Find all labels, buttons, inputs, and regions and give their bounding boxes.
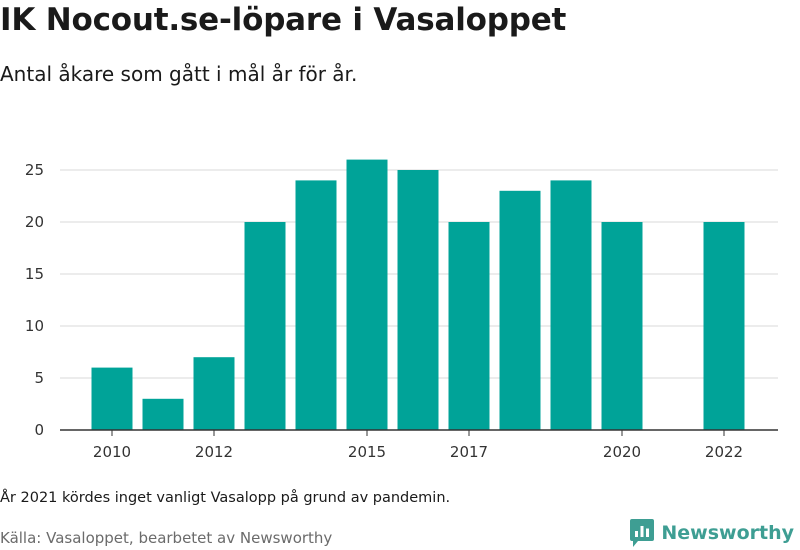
x-axis-ticks: [111, 430, 725, 436]
bar-2011: [142, 398, 184, 430]
bar-2012: [193, 357, 235, 430]
bar-2013: [244, 222, 286, 430]
bar-2019: [550, 180, 592, 430]
bar-2015: [346, 159, 388, 430]
x-tick-label-2015: 2015: [348, 443, 386, 461]
bar-2016: [397, 170, 439, 430]
brand-name: Newsworthy: [661, 522, 794, 544]
x-tick-label-2020: 2020: [603, 443, 641, 461]
bar-chart: 0 5 10 15 20 25 2010 2012 2015 2017 2020 2022: [25, 159, 778, 461]
footnote: År 2021 kördes inget vanligt Vasalopp på…: [0, 490, 451, 506]
bars: [91, 159, 745, 430]
brand-logo[interactable]: Newsworthy: [629, 518, 794, 548]
x-tick-label-2017: 2017: [450, 443, 488, 461]
x-tick-label-2022: 2022: [705, 443, 743, 461]
x-axis-labels: 2010 2012 2015 2017 2020 2022: [93, 443, 743, 461]
chart-title: IK Nocout.se-löpare i Vasaloppet: [0, 2, 567, 38]
y-tick-label-20: 20: [25, 213, 44, 231]
bar-2020: [601, 222, 643, 430]
bar-2017: [448, 222, 490, 430]
chart-subtitle: Antal åkare som gått i mål år för år.: [0, 62, 358, 86]
bar-2010: [91, 367, 133, 430]
source-credit: Källa: Vasaloppet, bearbetet av Newswort…: [0, 529, 333, 547]
y-tick-label-25: 25: [25, 161, 44, 179]
x-tick-label-2012: 2012: [195, 443, 233, 461]
y-tick-label-5: 5: [34, 369, 44, 387]
x-tick-label-2010: 2010: [93, 443, 131, 461]
newsworthy-logo-icon: [630, 519, 655, 547]
y-tick-label-0: 0: [34, 421, 44, 439]
y-tick-label-10: 10: [25, 317, 44, 335]
y-axis-labels: 0 5 10 15 20 25: [25, 161, 44, 439]
bar-2014: [295, 180, 337, 430]
bar-2018: [499, 190, 541, 430]
bar-2022: [703, 222, 745, 430]
y-tick-label-15: 15: [25, 265, 44, 283]
